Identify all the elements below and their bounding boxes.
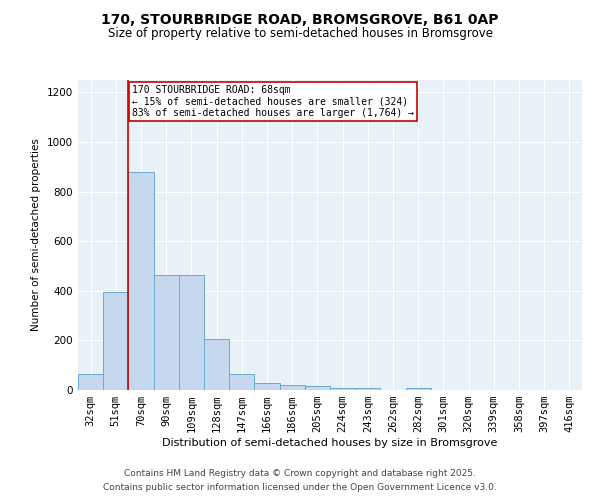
Bar	[355, 388, 380, 390]
Bar	[406, 388, 431, 390]
Bar	[254, 382, 280, 390]
Bar	[204, 339, 229, 390]
Bar	[103, 292, 128, 390]
Bar	[229, 374, 254, 390]
Bar	[128, 172, 154, 390]
Y-axis label: Number of semi-detached properties: Number of semi-detached properties	[31, 138, 41, 332]
Bar	[305, 386, 330, 390]
Text: Contains HM Land Registry data © Crown copyright and database right 2025.: Contains HM Land Registry data © Crown c…	[124, 468, 476, 477]
Bar	[280, 385, 305, 390]
Bar	[154, 274, 179, 390]
Bar	[78, 374, 103, 390]
Text: 170, STOURBRIDGE ROAD, BROMSGROVE, B61 0AP: 170, STOURBRIDGE ROAD, BROMSGROVE, B61 0…	[101, 12, 499, 26]
Bar	[330, 388, 355, 390]
X-axis label: Distribution of semi-detached houses by size in Bromsgrove: Distribution of semi-detached houses by …	[163, 438, 497, 448]
Bar	[179, 274, 204, 390]
Text: 170 STOURBRIDGE ROAD: 68sqm
← 15% of semi-detached houses are smaller (324)
83% : 170 STOURBRIDGE ROAD: 68sqm ← 15% of sem…	[132, 85, 414, 118]
Text: Size of property relative to semi-detached houses in Bromsgrove: Size of property relative to semi-detach…	[107, 28, 493, 40]
Text: Contains public sector information licensed under the Open Government Licence v3: Contains public sector information licen…	[103, 484, 497, 492]
